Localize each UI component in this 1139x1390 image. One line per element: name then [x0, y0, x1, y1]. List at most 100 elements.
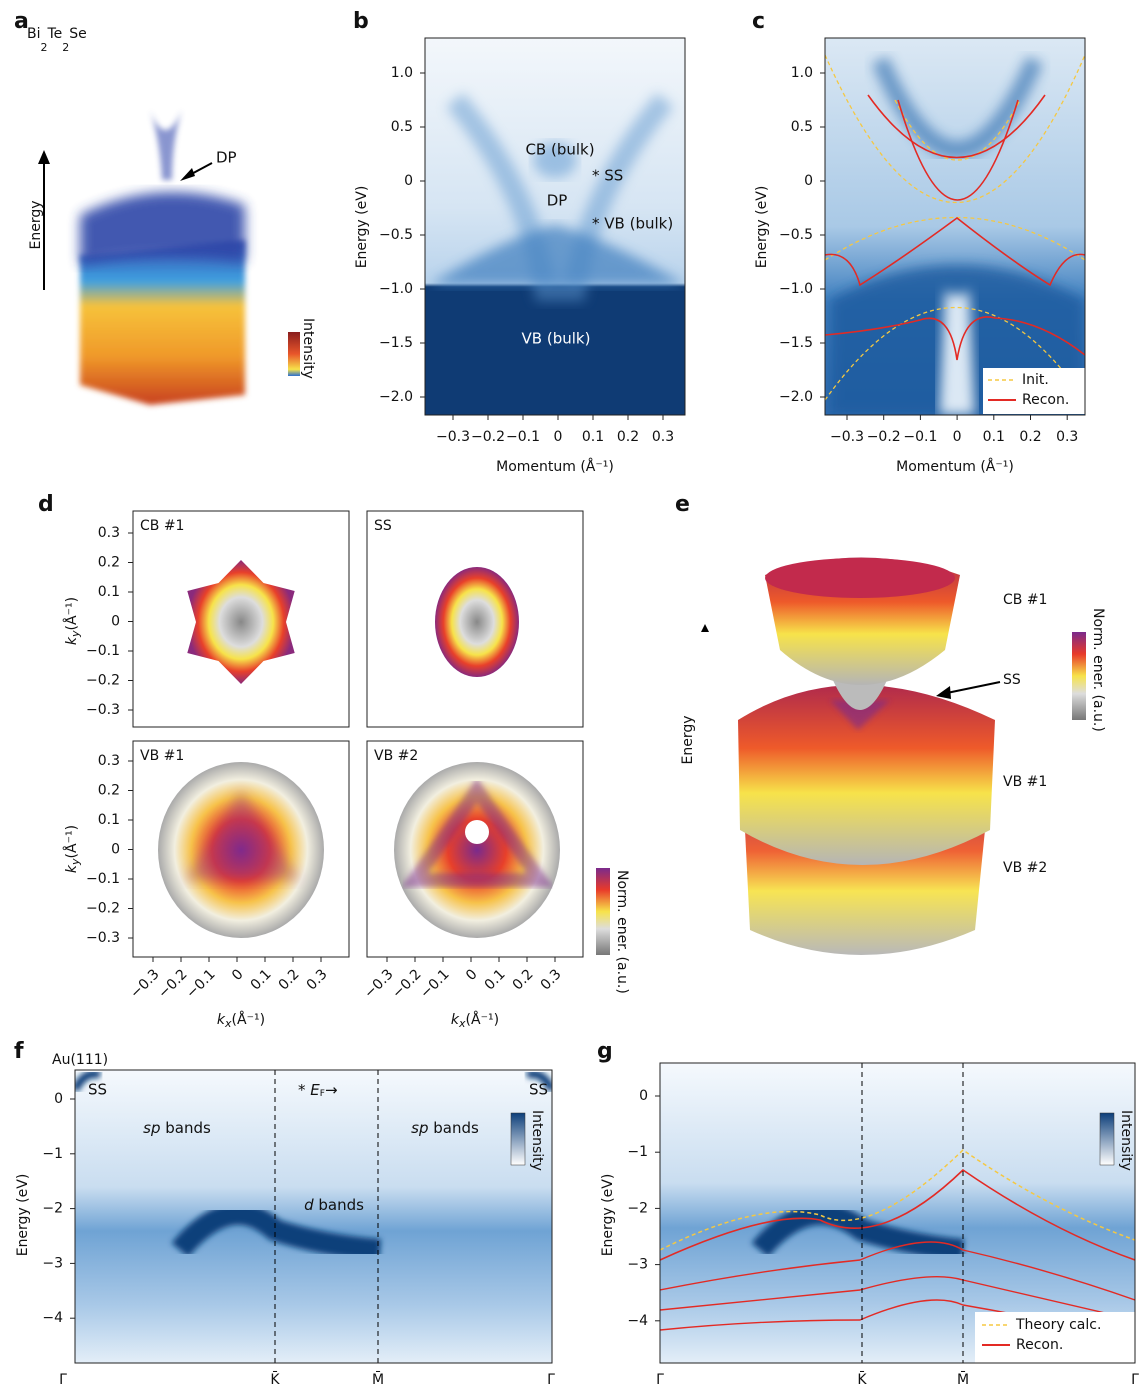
map-title: CB #1 [140, 518, 184, 534]
y-axis-label: Energy (eV) [754, 186, 770, 269]
y-tick-label: 1.0 [791, 65, 813, 81]
annotation-part: bands [429, 1119, 480, 1137]
annotation: DP [547, 192, 568, 210]
formula-part: 2 [41, 41, 48, 54]
colorbar-label: Intensity [529, 1110, 545, 1171]
formula-part: Se [69, 26, 87, 42]
x-tick-label: −0.1 [417, 966, 452, 1001]
x-tick-label: 0.2 [617, 429, 639, 445]
colorbar-label: Norm. ener. (a.u.) [614, 870, 630, 994]
y-axis-label-part: y [69, 858, 82, 866]
y-tick-label: −2 [42, 1201, 63, 1217]
panel-label: c [752, 9, 765, 34]
formula-part: Te [47, 26, 63, 42]
panel-c-image [825, 38, 1085, 415]
annotation-part: E [310, 1081, 320, 1099]
y-tick-label: −0.5 [379, 227, 413, 243]
surface-label: VB #2 [1003, 860, 1047, 876]
formula-part: Bi [27, 26, 41, 42]
y-tick-label: 0 [111, 614, 120, 630]
annotation: SS [88, 1081, 107, 1099]
y-tick-label: −0.3 [86, 702, 120, 718]
annotation-part: * [298, 1081, 310, 1099]
panel-label: f [14, 1039, 24, 1064]
y-tick-label: 0 [639, 1088, 648, 1104]
panel-label: d [38, 492, 54, 517]
panel-label: b [353, 9, 369, 34]
x-axis-label-part: k [451, 1012, 460, 1028]
colorbar-label: Intensity [300, 318, 316, 379]
annotation: VB (bulk) [522, 330, 591, 348]
y-axis-label: Energy (eV) [354, 186, 370, 269]
y-tick-label: −0.1 [86, 871, 120, 887]
y-tick-label: 0.3 [98, 525, 120, 541]
map-title: VB #1 [140, 748, 184, 764]
y-axis-label: Energy (eV) [600, 1174, 616, 1257]
colorbar-label: Norm. ener. (a.u.) [1090, 608, 1106, 732]
map-shape [187, 560, 295, 684]
panel-b-frame [424, 37, 686, 416]
annotation: sp bands [143, 1119, 211, 1137]
x-tick-label: M̄ [957, 1370, 969, 1388]
x-tick-label: −0.1 [183, 966, 218, 1001]
y-axis-label-part: k [64, 864, 80, 873]
y-tick-label: −1.0 [379, 281, 413, 297]
surface-label: CB #1 [1003, 592, 1047, 608]
axis-label: Energy [680, 715, 696, 764]
y-tick-label: 0 [54, 1091, 63, 1107]
x-tick-label: 0.2 [510, 966, 537, 993]
annotation: d bands [304, 1196, 364, 1214]
annotation-part: bands [161, 1119, 212, 1137]
map-title: VB #2 [374, 748, 418, 764]
x-tick-label: 0.1 [248, 966, 275, 993]
panel-label: e [675, 492, 690, 517]
y-tick-label: −2.0 [779, 389, 813, 405]
map-title: SS [374, 518, 392, 534]
annotation-part: → [325, 1081, 338, 1099]
x-tick-label: −0.2 [155, 966, 190, 1001]
annotation: DP [216, 149, 237, 167]
annotation-part: sp [143, 1119, 160, 1137]
x-tick-label: 0.3 [538, 966, 565, 993]
x-tick-label: M̄ [372, 1370, 384, 1388]
panel-c-frame [824, 37, 1086, 416]
x-tick-label: 0 [953, 429, 962, 445]
panel-d-maps [132, 510, 610, 958]
y-axis-label-part: k [64, 636, 80, 645]
x-tick-label: Γ̄ [656, 1372, 664, 1388]
legend-label: Init. [1022, 372, 1049, 388]
x-tick-label: 0.2 [1019, 429, 1041, 445]
x-axis-label-part: k [217, 1012, 226, 1028]
x-tick-label: −0.3 [436, 429, 470, 445]
x-tick-label: K̄ [857, 1370, 867, 1388]
y-tick-label: −3 [627, 1257, 648, 1273]
x-axis-label: kx(Å⁻¹) [217, 1011, 265, 1030]
annotation-part: F [320, 1089, 325, 1099]
y-axis-label: Energy (eV) [15, 1174, 31, 1257]
y-tick-label: 0.1 [98, 812, 120, 828]
annotation: sp bands [411, 1119, 479, 1137]
panel-f-frame [74, 1069, 553, 1364]
y-tick-label: 0.2 [98, 555, 120, 571]
legend-label: Theory calc. [1015, 1317, 1101, 1333]
x-axis-label-part: x [224, 1017, 232, 1030]
x-tick-label: −0.3 [127, 966, 162, 1001]
y-tick-label: −3 [42, 1255, 63, 1271]
surface-label: VB #1 [1003, 774, 1047, 790]
x-tick-label: −0.2 [867, 429, 901, 445]
y-tick-label: −2 [627, 1200, 648, 1216]
y-tick-label: 0 [804, 173, 813, 189]
colorbar-label: Intensity [1118, 1110, 1134, 1171]
x-tick-label: −0.2 [471, 429, 505, 445]
x-tick-label: Γ̄ [547, 1372, 555, 1388]
surface-label: SS [1003, 672, 1021, 688]
annotation: * EF→ [298, 1081, 338, 1099]
y-axis-label: ky(Å⁻¹) [63, 825, 82, 873]
y-tick-label: 1.0 [391, 65, 413, 81]
annotation-part: sp [411, 1119, 428, 1137]
y-tick-label: 0.5 [791, 119, 813, 135]
x-axis-label: kx(Å⁻¹) [451, 1011, 499, 1030]
x-tick-label: Γ̄ [59, 1372, 67, 1388]
annotation: * SS [592, 167, 623, 185]
